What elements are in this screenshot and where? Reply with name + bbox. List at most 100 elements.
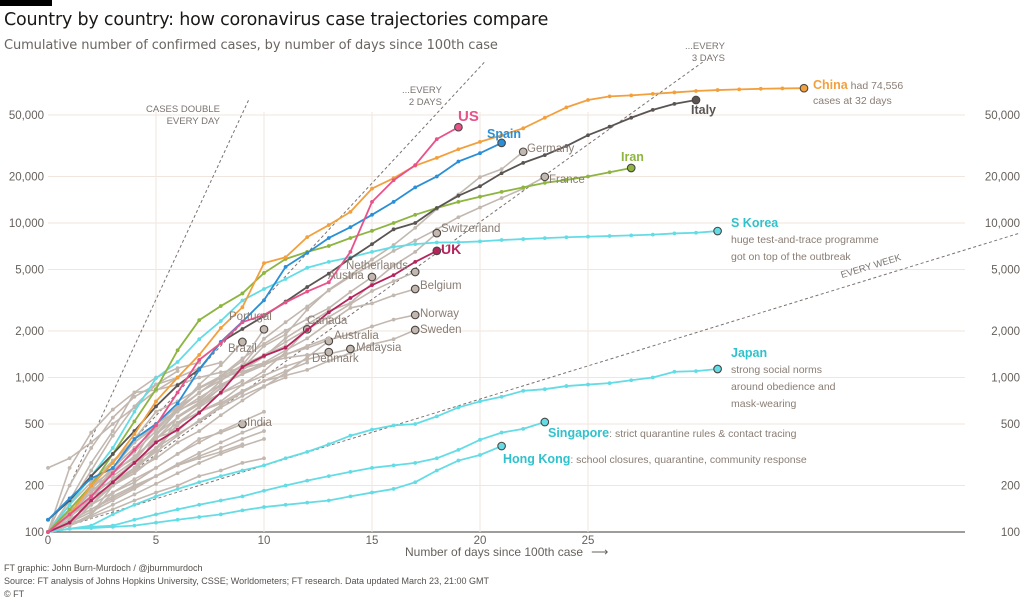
point-germany bbox=[499, 167, 504, 172]
point-singapore bbox=[326, 474, 331, 479]
endpoint-switzerland bbox=[432, 228, 442, 238]
point-uk bbox=[110, 480, 115, 485]
point-singapore bbox=[370, 465, 374, 470]
point-unlabelled bbox=[218, 403, 223, 408]
point-japan bbox=[305, 449, 310, 454]
point-unlabelled bbox=[154, 382, 158, 387]
series-iran bbox=[46, 163, 636, 534]
point-china bbox=[326, 223, 331, 227]
point-unlabelled bbox=[240, 461, 245, 465]
point-spain bbox=[413, 185, 418, 190]
label-hong-kong-text: : school closures, quarantine, community… bbox=[570, 454, 807, 466]
point-unlabelled bbox=[240, 379, 245, 383]
point-us bbox=[67, 512, 72, 517]
point-spain bbox=[67, 496, 72, 501]
point-hong-kong bbox=[434, 468, 439, 473]
point-malaysia bbox=[154, 432, 158, 437]
point-japan bbox=[521, 388, 526, 393]
point-unlabelled bbox=[240, 444, 245, 448]
point-unlabelled bbox=[197, 390, 202, 395]
point-unlabelled bbox=[89, 502, 94, 507]
point-singapore bbox=[348, 469, 353, 474]
point-china bbox=[521, 126, 526, 131]
series-us bbox=[46, 122, 463, 534]
point-japan bbox=[89, 523, 94, 528]
point-unlabelled bbox=[154, 437, 158, 441]
endpoint-malaysia bbox=[346, 344, 355, 354]
y-tick-label-left: 200 bbox=[25, 480, 44, 492]
point-iran bbox=[175, 348, 180, 353]
point-canada bbox=[283, 350, 288, 355]
label-s-korea-line2: got on top of the outbreak bbox=[731, 251, 851, 263]
y-tick-label-left: 10,000 bbox=[9, 218, 44, 230]
point-iran bbox=[326, 244, 331, 248]
point-italy bbox=[348, 256, 353, 261]
point-belgium bbox=[348, 306, 353, 310]
series-line-japan bbox=[47, 368, 718, 533]
point-belgium bbox=[370, 301, 374, 306]
point-hong-kong bbox=[370, 490, 374, 495]
point-france bbox=[391, 248, 396, 253]
point-china bbox=[348, 209, 353, 214]
point-unlabelled bbox=[175, 433, 180, 438]
point-hong-kong bbox=[240, 508, 245, 513]
point-s-korea bbox=[499, 238, 504, 242]
point-uk bbox=[283, 345, 288, 350]
point-netherlands bbox=[391, 279, 396, 284]
y-tick-label-right: 100 bbox=[1001, 527, 1020, 539]
point-unlabelled bbox=[197, 474, 202, 479]
reference-line bbox=[47, 99, 250, 533]
label-china-text2: cases at 32 days bbox=[813, 95, 892, 107]
point-china bbox=[737, 87, 742, 92]
point-china bbox=[305, 235, 310, 240]
label-uk: UK bbox=[441, 241, 462, 257]
point-iran bbox=[521, 185, 526, 190]
point-s-korea bbox=[542, 236, 547, 241]
series-lines bbox=[46, 83, 809, 534]
point-us bbox=[154, 423, 158, 428]
point-iran bbox=[262, 271, 266, 275]
label-austria: Austria bbox=[328, 270, 364, 282]
endpoint-spain bbox=[497, 138, 506, 148]
chart-title: Country by country: how coronavirus case… bbox=[4, 10, 549, 30]
endpoint-us bbox=[454, 122, 463, 132]
point-s-korea bbox=[607, 234, 612, 238]
point-brazil bbox=[197, 382, 202, 387]
point-japan bbox=[391, 423, 396, 428]
point-s-korea bbox=[305, 265, 310, 270]
point-hong-kong bbox=[154, 520, 158, 525]
point-singapore bbox=[154, 512, 158, 517]
point-italy bbox=[542, 153, 547, 158]
point-china bbox=[715, 88, 720, 92]
x-tick-label: 10 bbox=[258, 535, 271, 547]
point-australia bbox=[240, 398, 245, 403]
label-netherlands: Netherlands bbox=[346, 260, 409, 272]
point-singapore bbox=[240, 494, 245, 499]
point-us bbox=[283, 300, 288, 305]
point-japan bbox=[110, 512, 115, 517]
point-unlabelled bbox=[110, 507, 115, 512]
point-france bbox=[499, 196, 504, 200]
label-singapore-name: Singapore bbox=[548, 426, 610, 440]
endpoint-portugal bbox=[259, 324, 269, 334]
point-us bbox=[132, 447, 137, 452]
point-unlabelled bbox=[132, 485, 137, 490]
y-tick-label-right: 200 bbox=[1001, 480, 1020, 492]
point-us bbox=[175, 390, 180, 395]
point-s-korea bbox=[110, 446, 115, 450]
point-singapore bbox=[218, 498, 223, 503]
point-unlabelled bbox=[175, 409, 180, 414]
label-india: India bbox=[247, 417, 272, 429]
point-s-korea bbox=[132, 409, 137, 414]
point-unlabelled bbox=[283, 369, 288, 374]
point-japan bbox=[154, 494, 158, 499]
point-japan bbox=[218, 474, 223, 479]
endpoint-china bbox=[799, 83, 809, 93]
point-us bbox=[197, 357, 202, 362]
point-switzerland bbox=[413, 250, 418, 254]
point-unlabelled bbox=[89, 446, 94, 450]
point-italy bbox=[391, 227, 396, 232]
series-line-france bbox=[47, 176, 546, 533]
endpoint-france bbox=[540, 172, 550, 182]
y-tick-label-right: 2,000 bbox=[991, 326, 1020, 338]
